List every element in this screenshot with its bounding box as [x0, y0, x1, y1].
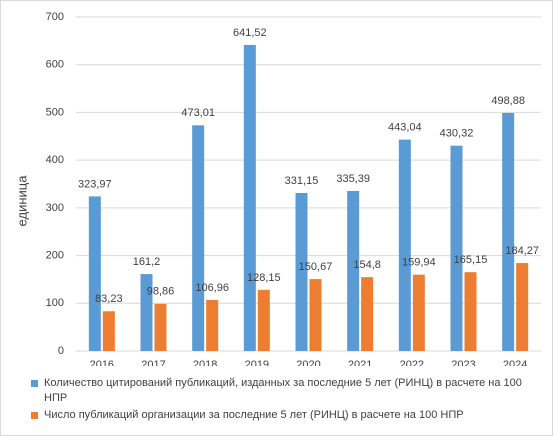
bar — [192, 125, 205, 351]
legend-swatch — [31, 412, 38, 419]
x-tick-label: 2022 — [400, 359, 424, 366]
data-label: 323,97 — [78, 178, 112, 190]
data-label: 473,01 — [181, 107, 215, 119]
bar — [516, 263, 529, 351]
data-label: 430,32 — [440, 128, 474, 140]
y-tick-label: 200 — [46, 249, 64, 261]
data-label: 98,86 — [147, 286, 175, 298]
bar — [257, 289, 270, 351]
x-tick-label: 2023 — [451, 359, 475, 366]
data-label: 83,23 — [95, 293, 123, 305]
y-tick-label: 700 — [46, 11, 64, 23]
legend-swatch — [31, 380, 38, 387]
bar — [243, 44, 256, 351]
legend-item: Число публикаций организации за последни… — [31, 408, 531, 423]
data-label: 106,96 — [195, 282, 229, 294]
data-label: 165,15 — [454, 254, 488, 266]
bar — [102, 311, 115, 351]
y-tick-label: 500 — [46, 106, 64, 118]
bar — [309, 279, 322, 351]
bar — [398, 139, 411, 351]
bar — [502, 112, 515, 351]
bar — [154, 303, 167, 351]
x-tick-label: 2024 — [503, 359, 527, 366]
data-label: 150,67 — [299, 261, 333, 273]
bar — [295, 192, 308, 351]
x-tick-label: 2016 — [90, 359, 114, 366]
legend-item: Количество цитирований публикаций, издан… — [31, 376, 531, 406]
y-tick-label: 600 — [46, 59, 64, 71]
bar — [88, 196, 101, 351]
bar — [464, 272, 477, 351]
bar — [450, 145, 463, 351]
bar — [412, 274, 425, 351]
data-label: 443,04 — [388, 122, 422, 134]
bar — [361, 277, 374, 351]
y-axis-label: единица — [14, 175, 29, 227]
bar — [206, 299, 219, 351]
legend-label: Количество цитирований публикаций, издан… — [44, 377, 522, 404]
data-label: 128,15 — [247, 272, 281, 284]
data-label: 498,88 — [491, 95, 525, 107]
y-tick-label: 100 — [46, 297, 64, 309]
data-label: 154,8 — [353, 259, 381, 271]
x-tick-label: 2017 — [141, 359, 165, 366]
bar — [140, 274, 153, 351]
y-tick-label: 0 — [58, 345, 64, 357]
data-label: 159,94 — [402, 257, 436, 269]
y-tick-label: 400 — [46, 154, 64, 166]
x-tick-label: 2020 — [296, 359, 320, 366]
legend-label: Число публикаций организации за последни… — [44, 409, 464, 421]
x-tick-label: 2021 — [348, 359, 372, 366]
chart: единица 0 100 200 300 400 500 600 700 2016 323,97… — [14, 11, 541, 371]
x-tick-label: 2019 — [245, 359, 269, 366]
data-label: 335,39 — [336, 173, 370, 185]
bar — [347, 190, 360, 351]
data-label: 184,27 — [505, 245, 539, 257]
data-label: 641,52 — [233, 27, 267, 39]
data-label: 161,2 — [133, 256, 161, 268]
x-tick-label: 2018 — [193, 359, 217, 366]
y-tick-label: 300 — [46, 202, 64, 214]
data-label: 331,15 — [285, 175, 319, 187]
